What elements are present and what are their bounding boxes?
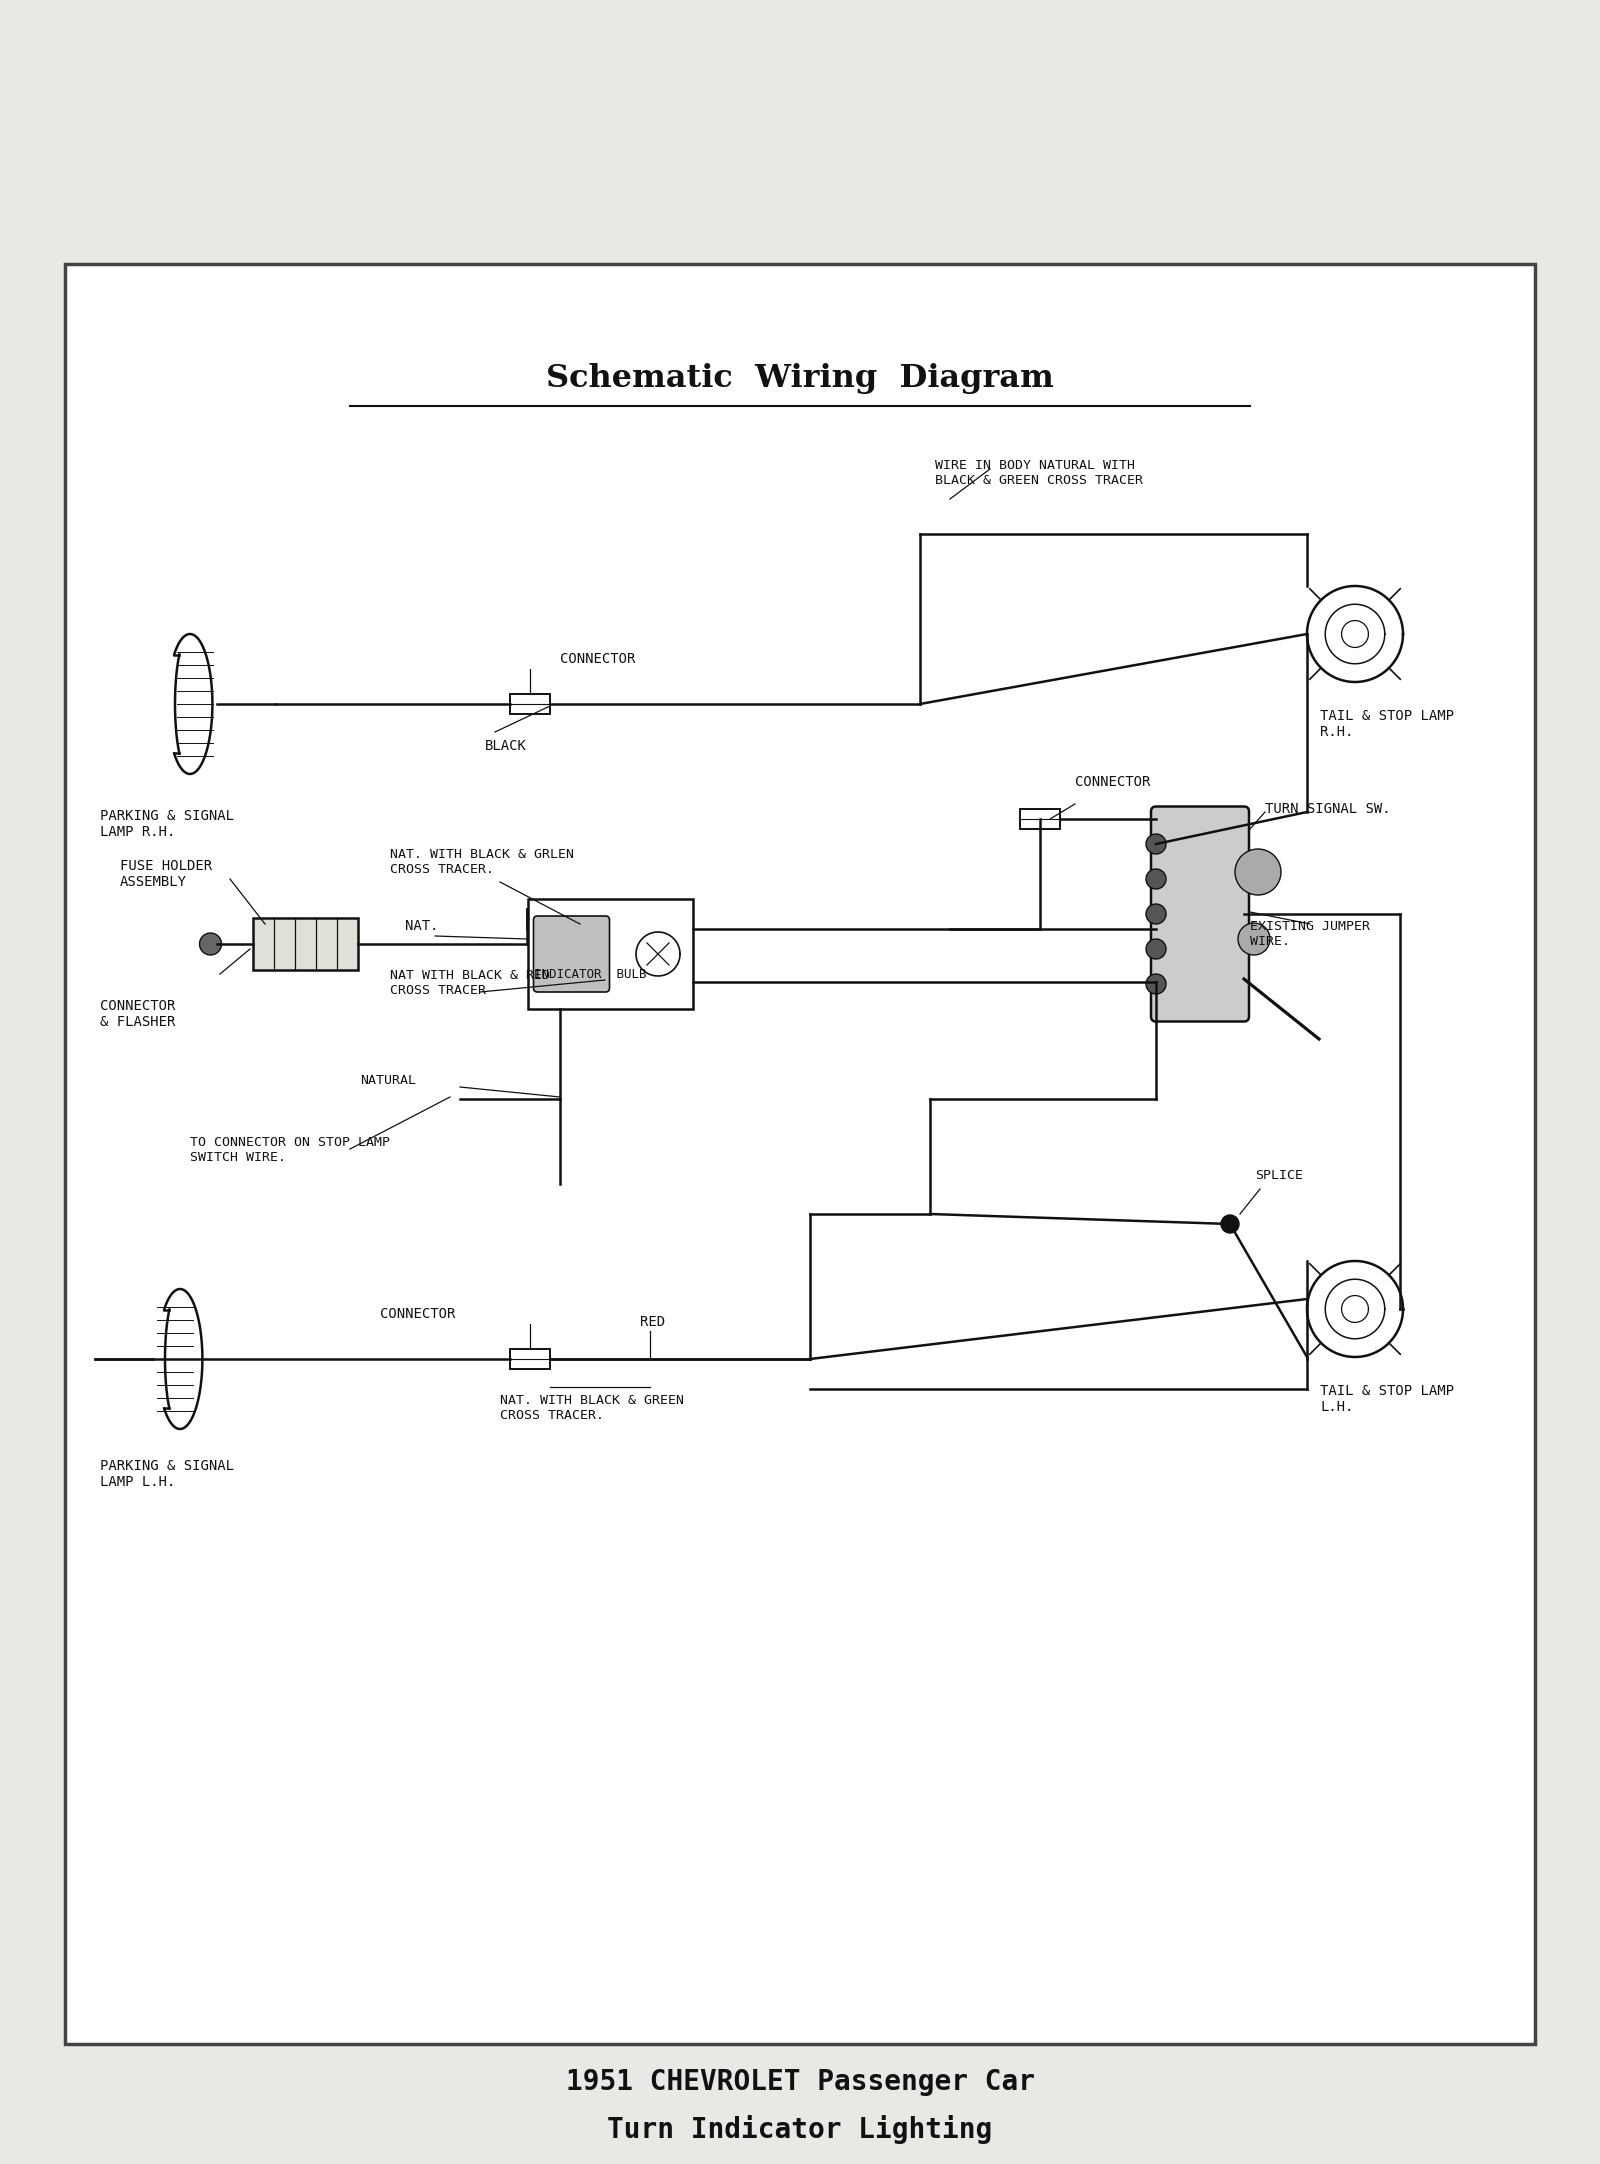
Text: SPLICE: SPLICE (1254, 1169, 1302, 1182)
Circle shape (1146, 939, 1166, 959)
Circle shape (1146, 974, 1166, 993)
Text: BLACK: BLACK (485, 738, 526, 753)
Text: CONNECTOR: CONNECTOR (381, 1307, 456, 1320)
Circle shape (1146, 870, 1166, 889)
Text: NAT WITH BLACK & RED
CROSS TRACER: NAT WITH BLACK & RED CROSS TRACER (390, 969, 550, 998)
Circle shape (1221, 1214, 1238, 1233)
Text: TURN SIGNAL SW.: TURN SIGNAL SW. (1266, 803, 1390, 816)
Text: TAIL & STOP LAMP
L.H.: TAIL & STOP LAMP L.H. (1320, 1385, 1454, 1415)
Circle shape (1146, 833, 1166, 855)
Text: 1951 CHEVROLET Passenger Car: 1951 CHEVROLET Passenger Car (565, 2069, 1035, 2097)
Text: PARKING & SIGNAL
LAMP L.H.: PARKING & SIGNAL LAMP L.H. (99, 1459, 234, 1489)
Bar (510, 1348, 550, 1370)
Bar (510, 695, 550, 714)
Text: EXISTING JUMPER
WIRE.: EXISTING JUMPER WIRE. (1250, 920, 1370, 948)
Text: NAT.: NAT. (405, 920, 438, 933)
Text: PARKING & SIGNAL
LAMP R.H.: PARKING & SIGNAL LAMP R.H. (99, 809, 234, 840)
FancyBboxPatch shape (533, 915, 610, 991)
Circle shape (1235, 848, 1282, 896)
FancyBboxPatch shape (1150, 807, 1250, 1021)
Text: NAT. WITH BLACK & GRLEN
CROSS TRACER.: NAT. WITH BLACK & GRLEN CROSS TRACER. (390, 848, 574, 876)
Circle shape (200, 933, 221, 954)
Text: Schematic  Wiring  Diagram: Schematic Wiring Diagram (546, 364, 1054, 394)
Text: FUSE HOLDER
ASSEMBLY: FUSE HOLDER ASSEMBLY (120, 859, 213, 889)
Text: WIRE IN BODY NATURAL WITH
BLACK & GREEN CROSS TRACER: WIRE IN BODY NATURAL WITH BLACK & GREEN … (934, 459, 1142, 487)
Text: CONNECTOR: CONNECTOR (1075, 775, 1150, 790)
Bar (253, 918, 357, 969)
Text: NATURAL: NATURAL (360, 1076, 416, 1088)
Text: TO CONNECTOR ON STOP LAMP
SWITCH WIRE.: TO CONNECTOR ON STOP LAMP SWITCH WIRE. (190, 1136, 390, 1164)
Text: INDICATOR  BULB: INDICATOR BULB (534, 967, 646, 980)
Text: Turn Indicator Lighting: Turn Indicator Lighting (608, 2116, 992, 2145)
Bar (1021, 809, 1061, 829)
Text: NAT. WITH BLACK & GREEN
CROSS TRACER.: NAT. WITH BLACK & GREEN CROSS TRACER. (499, 1394, 685, 1422)
Bar (528, 898, 693, 1008)
Text: CONNECTOR: CONNECTOR (560, 651, 635, 667)
Text: TAIL & STOP LAMP
R.H.: TAIL & STOP LAMP R.H. (1320, 710, 1454, 740)
Circle shape (1238, 924, 1270, 954)
Circle shape (1146, 905, 1166, 924)
Text: CONNECTOR
& FLASHER: CONNECTOR & FLASHER (99, 1000, 176, 1030)
Bar (66, 264, 1534, 2045)
Text: RED: RED (640, 1316, 666, 1329)
